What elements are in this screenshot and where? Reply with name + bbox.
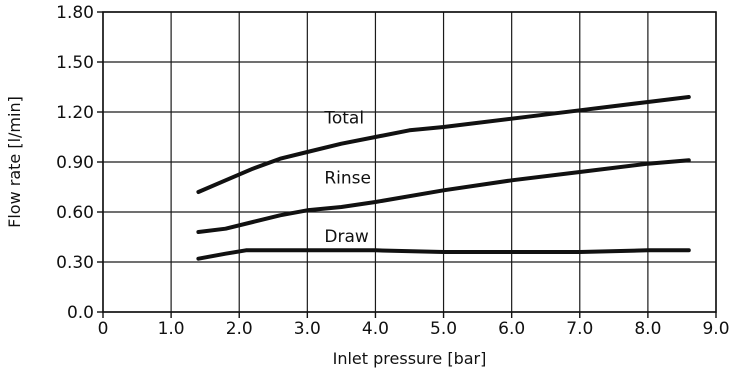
grid [102,11,717,313]
series-line-draw [196,248,691,261]
x-tick-label: 6.0 [498,319,525,339]
x-tick-label: 8.0 [634,319,661,339]
series-label-total: Total [323,109,364,129]
y-tick-label: 1.80 [56,3,94,23]
x-tick-label: 7.0 [566,319,593,339]
series-line-rinse [196,158,691,234]
x-tick-labels: 0 1.0 2.0 3.0 4.0 5.0 6.0 7.0 8.0 9.0 [98,319,730,339]
x-tick-label: 9.0 [702,319,729,339]
x-tick-label: 3.0 [294,319,321,339]
x-tick-label: 0 [98,319,109,339]
x-tick-label: 4.0 [362,319,389,339]
y-tick-labels: 0.0 0.30 0.60 0.90 1.20 1.50 1.80 [56,3,94,323]
x-tick-label: 5.0 [430,319,457,339]
x-tick-label: 2.0 [226,319,253,339]
y-tick-label: 1.20 [56,103,94,123]
series-line-total [196,95,691,194]
y-tick-label: 0.90 [56,153,94,173]
y-tick-label: 0.60 [56,203,94,223]
y-tick-label: 0.0 [67,303,94,323]
y-tick-label: 0.30 [56,253,94,273]
x-axis-title: Inlet pressure [bar] [333,349,487,368]
series-label-rinse: Rinse [324,169,371,189]
x-tick-label: 1.0 [158,319,185,339]
y-axis-title: Flow rate [l/min] [5,96,24,228]
series-labels: Total Rinse Draw [323,109,371,247]
tick-marks [97,11,717,318]
series-label-draw: Draw [324,227,368,247]
series-lines [196,95,691,261]
y-tick-label: 1.50 [56,53,94,73]
